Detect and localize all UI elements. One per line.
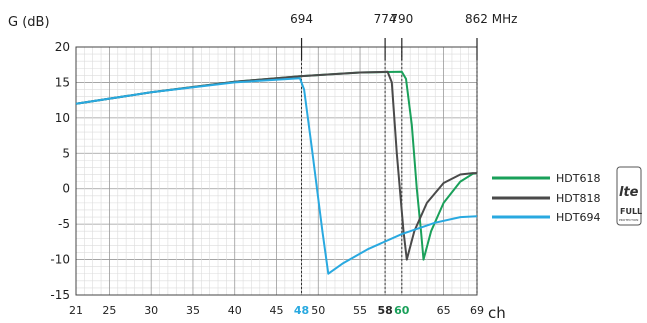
lte-full-protection-badge: lte FULL PROTECTION (616, 166, 642, 226)
y-tick-label: 20 (55, 40, 70, 54)
grid (75, 46, 478, 296)
y-tick-label: 5 (62, 146, 70, 160)
x-tick-label: 50 (311, 304, 325, 317)
legend-label-hdt694: HDT694 (556, 211, 600, 224)
series-line-hdt818 (75, 70, 477, 261)
badge-full-text: FULL (620, 207, 642, 216)
frequency-marker-label: 790 (390, 12, 413, 26)
x-tick-label: 45 (270, 304, 284, 317)
x-tick-label: 69 (470, 304, 484, 317)
x-tick-label: 35 (186, 304, 200, 317)
x-tick-label: 40 (228, 304, 242, 317)
frequency-marker-label: 862 MHz (465, 12, 517, 26)
x-tick-label: 21 (69, 304, 83, 317)
y-axis-label: G (dB) (8, 15, 50, 30)
y-tick-label: -15 (50, 288, 70, 302)
badge-lte-text: lte (619, 185, 639, 200)
y-tick-label: -5 (58, 217, 70, 231)
y-tick-labels: 20 15 10 5 0 -5 -10 -15 (50, 40, 70, 302)
badge-protection-text: PROTECTION (619, 218, 638, 222)
x-tick-label: 65 (437, 304, 451, 317)
x-tick-label: 48 (294, 304, 309, 317)
legend-label-hdt818: HDT818 (556, 192, 600, 205)
x-tick-label: 25 (102, 304, 116, 317)
x-tick-label: 55 (353, 304, 367, 317)
x-tick-label: 30 (144, 304, 158, 317)
legend-label-hdt618: HDT618 (556, 172, 600, 185)
frequency-marker-label: 694 (290, 12, 313, 26)
x-tick-label: 58 (377, 304, 392, 317)
plot-lines (75, 70, 478, 275)
y-tick-label: 0 (62, 182, 70, 196)
frequency-marker-label: 774 (374, 12, 397, 26)
x-tick-labels: 21 25 30 35 40 45 48 50 55 58 60 65 69 (69, 304, 484, 317)
y-tick-label: 15 (55, 75, 70, 89)
x-axis-label: ch (488, 304, 506, 322)
y-tick-label: -10 (50, 253, 70, 267)
legend: HDT618 HDT818 HDT694 (492, 172, 600, 224)
badge-frame (616, 166, 642, 226)
y-tick-label: 10 (55, 111, 70, 125)
series-line-hdt694 (75, 77, 478, 275)
x-tick-label: 60 (394, 304, 410, 317)
